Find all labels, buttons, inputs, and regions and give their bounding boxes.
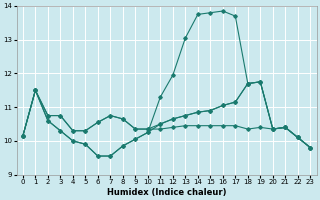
X-axis label: Humidex (Indice chaleur): Humidex (Indice chaleur)	[107, 188, 226, 197]
